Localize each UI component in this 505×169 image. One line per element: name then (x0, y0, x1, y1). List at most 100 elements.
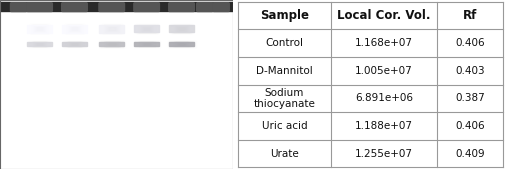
Bar (104, 25, 119, 32)
Bar (137, 25, 155, 32)
Bar (134, 41, 158, 46)
Bar (141, 43, 151, 45)
Text: Sample: Sample (260, 9, 309, 22)
Bar (69, 43, 80, 45)
Text: Sodium
thiocyanate: Sodium thiocyanate (253, 88, 315, 109)
Bar (27, 42, 52, 46)
Bar (62, 42, 87, 46)
Bar (34, 26, 45, 31)
Bar (32, 42, 47, 46)
Bar (103, 25, 120, 33)
Text: 5.   Urate (0.015 M): 5. Urate (0.015 M) (7, 142, 91, 152)
Bar (28, 23, 52, 34)
Bar (174, 42, 188, 45)
Bar (33, 42, 46, 46)
Bar (72, 43, 77, 45)
Bar (26, 41, 54, 47)
Bar (27, 23, 53, 35)
Bar (142, 43, 150, 45)
Text: 4: 4 (143, 54, 149, 64)
Bar (63, 41, 86, 47)
Bar (102, 42, 121, 46)
Bar (167, 23, 195, 34)
Bar (142, 27, 150, 30)
Bar (172, 25, 190, 32)
FancyBboxPatch shape (11, 3, 27, 11)
Bar (99, 23, 123, 34)
Bar (103, 42, 120, 46)
Bar (31, 42, 48, 46)
Bar (68, 42, 81, 46)
Bar (169, 24, 193, 33)
Bar (170, 42, 192, 46)
Bar (172, 42, 190, 46)
Bar (27, 25, 52, 32)
Bar (107, 43, 116, 45)
Bar (70, 43, 79, 45)
Bar (138, 26, 154, 32)
Bar (102, 24, 121, 33)
Bar (30, 24, 49, 33)
Bar (99, 25, 124, 32)
Bar (98, 41, 124, 47)
Bar (109, 43, 114, 45)
Bar (171, 25, 191, 33)
Bar (65, 42, 84, 46)
Bar (135, 25, 157, 33)
Bar (32, 25, 47, 32)
Bar (29, 24, 50, 34)
Bar (139, 26, 153, 31)
Text: 0.406: 0.406 (454, 121, 484, 131)
Bar (63, 23, 86, 34)
Bar (176, 27, 186, 31)
Bar (34, 43, 45, 45)
Text: 1.   Control: 1. Control (7, 71, 54, 81)
Text: 0.409: 0.409 (454, 149, 484, 159)
Text: 3.   Sodium thiocyanate (5 M): 3. Sodium thiocyanate (5 M) (7, 107, 135, 116)
Bar (176, 43, 186, 45)
Bar (168, 24, 194, 34)
Bar (141, 27, 151, 31)
Text: 6.891e+06: 6.891e+06 (354, 93, 412, 103)
Bar (173, 42, 189, 46)
Bar (99, 41, 123, 47)
Bar (106, 26, 117, 31)
Bar (27, 41, 53, 47)
Bar (71, 27, 78, 30)
Bar (169, 25, 194, 32)
Bar (104, 42, 119, 46)
Bar (178, 28, 184, 30)
Bar (135, 42, 157, 46)
Bar (99, 42, 124, 46)
Bar (177, 27, 185, 30)
Bar (174, 26, 188, 31)
Bar (30, 42, 49, 46)
Bar (31, 25, 48, 33)
Text: 1: 1 (36, 54, 43, 64)
Bar (108, 43, 115, 45)
Text: Urate: Urate (270, 149, 298, 159)
Bar (139, 42, 153, 45)
Bar (107, 27, 116, 31)
Bar (168, 41, 194, 47)
Bar (37, 43, 42, 45)
Bar (143, 28, 149, 30)
Bar (28, 41, 52, 47)
FancyBboxPatch shape (27, 3, 53, 11)
Text: Uric acid: Uric acid (261, 121, 307, 131)
Text: Rf: Rf (462, 9, 476, 22)
Bar (35, 43, 44, 45)
Bar (108, 27, 115, 30)
Bar (36, 43, 43, 45)
Bar (36, 27, 43, 30)
Bar (69, 26, 80, 31)
Bar (26, 22, 54, 35)
Bar (29, 41, 50, 47)
Bar (35, 27, 44, 31)
Bar (170, 25, 192, 33)
Bar (62, 41, 87, 47)
Bar (97, 41, 125, 47)
Bar (133, 24, 159, 34)
Bar (134, 42, 159, 46)
Bar (169, 41, 193, 46)
